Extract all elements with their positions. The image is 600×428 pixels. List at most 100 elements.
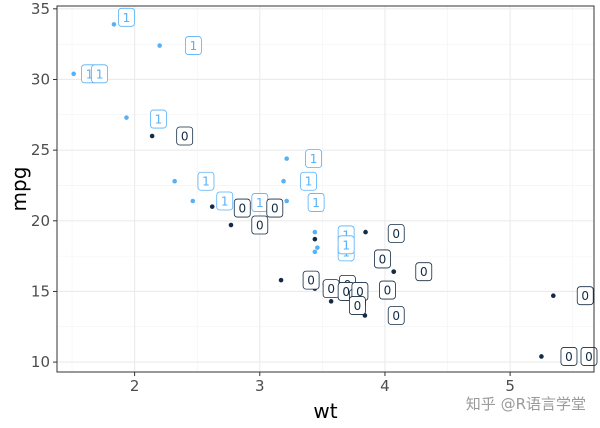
- data-point: [228, 222, 234, 228]
- data-label-box: [307, 193, 325, 212]
- data-label-box: [349, 296, 366, 315]
- data-label-text: 0: [354, 299, 362, 313]
- data-point: [209, 204, 215, 209]
- data-label-text: 0: [271, 202, 279, 216]
- data-label-text: 1: [190, 39, 198, 53]
- data-label-text: 0: [565, 350, 573, 364]
- data-label-text: 1: [310, 152, 318, 166]
- data-point: [111, 22, 117, 27]
- data-label-text: 0: [392, 309, 400, 323]
- y-tick-label: 15: [31, 282, 50, 300]
- data-point: [284, 156, 289, 161]
- data-label-text: 0: [379, 252, 387, 266]
- x-tick-label: 2: [130, 377, 140, 395]
- data-label-text: 0: [585, 350, 593, 364]
- data-label: 1: [118, 7, 135, 27]
- data-point: [281, 178, 286, 184]
- data-label-text: 1: [342, 238, 350, 252]
- data-label: 1: [305, 149, 323, 169]
- data-label: 0: [349, 296, 366, 315]
- data-label-box: [251, 215, 269, 235]
- data-label-box: [379, 280, 396, 300]
- data-point: [172, 178, 177, 184]
- data-point: [315, 245, 320, 250]
- data-label-box: [374, 249, 391, 269]
- data-point: [149, 133, 155, 139]
- data-label: 1: [216, 191, 234, 211]
- data-label-box: [387, 306, 405, 325]
- y-tick-label: 20: [31, 212, 50, 230]
- data-label-text: 0: [420, 265, 428, 279]
- data-label-text: 0: [356, 285, 364, 299]
- data-label-text: 0: [256, 219, 264, 233]
- data-points: [71, 22, 566, 359]
- data-label: 0: [576, 286, 594, 306]
- y-tick-label: 25: [31, 141, 50, 159]
- data-point: [278, 277, 284, 283]
- data-label: 0: [176, 126, 194, 146]
- data-label-box: [197, 171, 215, 191]
- data-label-box: [415, 262, 433, 282]
- data-label: 0: [580, 347, 598, 366]
- plot-panel-border: [56, 5, 595, 373]
- data-point: [71, 71, 76, 77]
- data-label-box: [305, 149, 323, 169]
- data-label: 1: [149, 109, 167, 129]
- data-label-box: [266, 198, 284, 218]
- data-label: 1: [251, 193, 269, 212]
- data-label: 0: [415, 262, 433, 282]
- data-label-box: [216, 191, 234, 211]
- data-point: [157, 43, 162, 48]
- data-label-text: 1: [96, 67, 104, 81]
- data-point: [551, 293, 556, 298]
- data-label-text: 0: [581, 289, 589, 303]
- data-label-text: 1: [86, 67, 94, 81]
- x-tick-label: 3: [255, 377, 265, 395]
- data-label: 0: [266, 198, 284, 218]
- data-label-box: [118, 7, 135, 27]
- data-label-box: [580, 347, 598, 366]
- data-label-box: [387, 224, 405, 243]
- data-label-box: [302, 270, 320, 290]
- data-label: 0: [387, 224, 405, 243]
- data-label: 0: [374, 249, 391, 269]
- y-axis-title: mpg: [7, 167, 31, 212]
- data-label-text: 1: [256, 196, 264, 210]
- data-point: [391, 269, 397, 274]
- data-point: [190, 198, 196, 204]
- data-label: 1: [300, 171, 318, 191]
- data-label-box: [185, 36, 202, 55]
- data-label-box: [337, 235, 355, 255]
- data-label: 1: [91, 64, 108, 84]
- data-label: 1: [337, 235, 355, 255]
- data-label-text: 0: [307, 274, 315, 288]
- data-point: [312, 236, 318, 242]
- data-label: 1: [185, 36, 202, 55]
- x-tick-label: 5: [505, 377, 515, 395]
- data-point: [124, 115, 129, 120]
- data-label: 0: [233, 198, 251, 218]
- y-tick-label: 35: [31, 0, 50, 18]
- watermark-text: 知乎 @R语言学堂: [465, 395, 586, 413]
- x-tick-label: 4: [380, 377, 390, 395]
- data-label-text: 0: [342, 285, 350, 299]
- data-label: 0: [251, 215, 269, 235]
- data-point: [312, 249, 318, 255]
- x-axis-title: wt: [313, 399, 337, 423]
- data-label-box: [233, 198, 251, 218]
- data-label-text: 1: [305, 175, 313, 189]
- data-label-box: [176, 126, 194, 146]
- data-labels: 111111111111110000000000000000000: [81, 7, 598, 366]
- data-label-box: [149, 109, 167, 129]
- data-label: 0: [302, 270, 320, 290]
- data-label-box: [91, 64, 108, 84]
- data-label-box: [300, 171, 318, 191]
- data-label-text: 1: [202, 175, 210, 189]
- grid-lines: [57, 6, 594, 372]
- data-point: [539, 354, 544, 359]
- data-label-text: 1: [155, 113, 163, 127]
- data-label: 1: [307, 193, 325, 212]
- data-label-box: [560, 347, 578, 366]
